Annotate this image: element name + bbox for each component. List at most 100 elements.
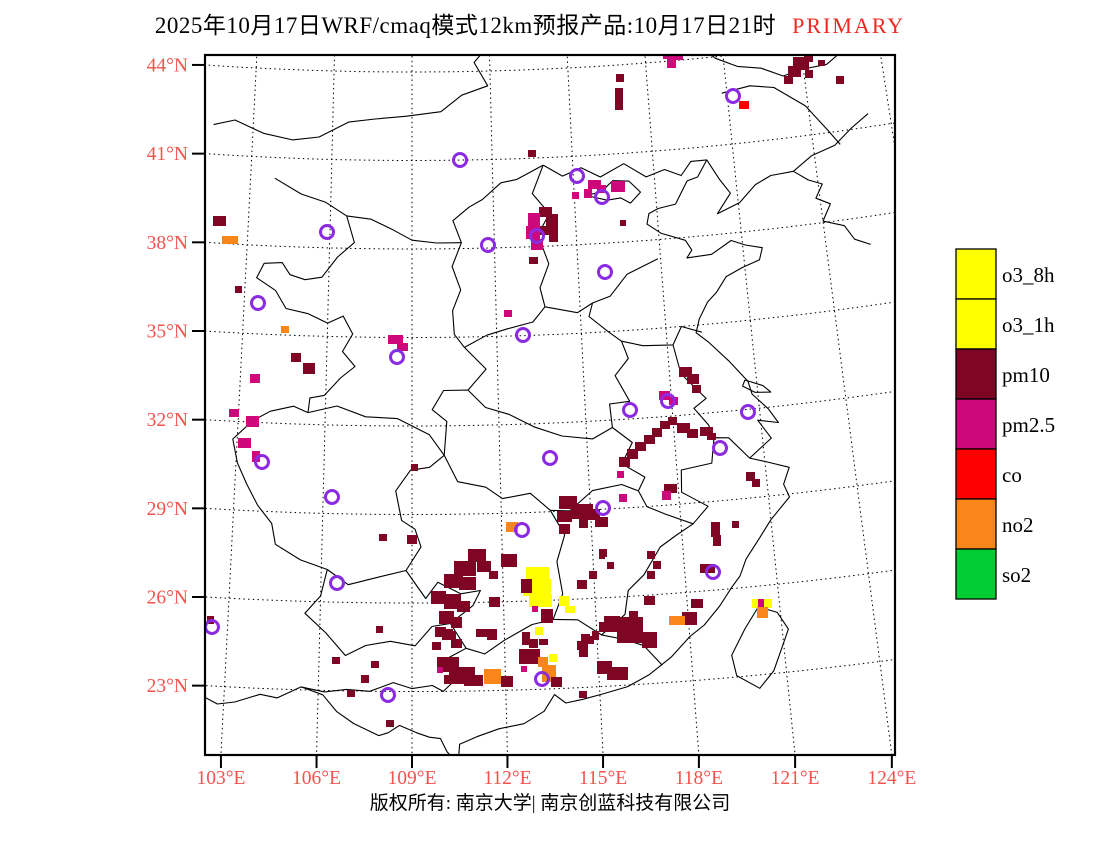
- pollutant-cell-pm25: [758, 599, 764, 608]
- pollutant-cell-pm25: [238, 438, 251, 448]
- pollutant-cell-pm10: [291, 353, 301, 362]
- pollutant-cell-pm10: [752, 479, 760, 487]
- city-marker: [319, 224, 335, 240]
- pollutant-cell-pm10: [617, 617, 643, 643]
- pollutant-cell-pm10: [386, 720, 394, 727]
- pollutant-cell-pm10: [647, 571, 655, 579]
- legend-swatch-no2: [955, 498, 997, 550]
- pollutant-cell-pm10: [818, 60, 825, 66]
- pollutant-cell-no2: [222, 236, 238, 244]
- longitude-gridline: [644, 55, 700, 755]
- pollutant-cell-o3_1h: [535, 627, 543, 635]
- boundary-line: [346, 215, 462, 244]
- pollutant-cell-pm10: [501, 676, 513, 687]
- boundary-line: [451, 164, 550, 348]
- pollutant-cell-pm10: [629, 611, 638, 619]
- lat-tick-label: 26°N: [147, 587, 188, 608]
- pollutant-cell-pm25: [617, 471, 624, 478]
- pollutant-cell-pm10: [457, 601, 470, 612]
- city-marker: [622, 402, 638, 418]
- pollutant-cell-pm10: [451, 639, 462, 648]
- pollutant-cell-pm10: [454, 561, 476, 576]
- pollutant-cell-pm10: [668, 417, 677, 425]
- lon-tick-label: 109°E: [388, 768, 437, 789]
- axis-labels: 44°N 41°N 38°N 35°N 32°N 29°N 26°N 23°N 103°E 106…: [147, 55, 917, 789]
- boundary-line: [721, 85, 841, 145]
- pollutant-cell-o3_1h: [752, 599, 758, 608]
- pollutant-cell-pm10: [644, 596, 655, 605]
- pollutant-cell-pm10: [592, 631, 599, 640]
- title-pollutant-tag: PRIMARY: [792, 13, 906, 38]
- pollutant-cell-pm25: [528, 213, 540, 226]
- pollutant-cell-pm10: [691, 599, 703, 608]
- city-marker: [712, 440, 728, 456]
- city-marker: [514, 522, 530, 538]
- pollutant-cell-pm25: [397, 343, 408, 351]
- pollutant-cell-pm10: [439, 611, 454, 624]
- pollutant-cell-o3_8h: [526, 567, 549, 582]
- pollutant-cell-pm10: [627, 449, 638, 459]
- pollutant-cell-pm10: [501, 554, 517, 567]
- pollutant-cell-pm10: [540, 226, 549, 235]
- pollutant-cell-pm10: [549, 230, 558, 242]
- longitude-gridline: [220, 55, 258, 755]
- pollutant-cell-pm25: [619, 494, 627, 502]
- boundary-line: [405, 570, 481, 624]
- map-frame: [203, 53, 897, 757]
- pollutant-cell-pm10: [677, 423, 690, 433]
- boundary-line: [588, 258, 702, 347]
- pollutant-cell-pm10: [213, 216, 226, 226]
- pollutant-cell-pm10: [332, 657, 340, 664]
- lon-tick-label: 112°E: [483, 768, 531, 789]
- pollutant-cell-pm25: [229, 409, 239, 417]
- pollutant-cell-pm10: [477, 561, 491, 572]
- pollutant-cell-pm10: [607, 667, 628, 680]
- city-marker: [324, 489, 340, 505]
- pollutant-cell-no2: [484, 669, 501, 684]
- pollutant-cell-pm10: [539, 639, 548, 645]
- lon-tick-label: 124°E: [867, 768, 916, 789]
- lon-tick-label: 106°E: [292, 768, 341, 789]
- lon-tick-label: 118°E: [675, 768, 723, 789]
- pollutant-cell-pm25: [584, 189, 592, 198]
- boundary-line: [742, 379, 772, 393]
- pollutant-cell-pm10: [579, 519, 588, 528]
- pollutant-cell-pm25: [521, 666, 527, 672]
- legend-swatch-pm2.5: [955, 398, 997, 450]
- latitude-gridline: [205, 390, 895, 427]
- pollutant-cell-pm10: [616, 74, 624, 82]
- lon-tick-label: 115°E: [579, 768, 627, 789]
- pollutant-cell-pm25: [250, 374, 260, 383]
- pollutant-cell-pm10: [347, 690, 355, 697]
- latitude-gridline: [205, 301, 895, 339]
- pollutant-cell-pm10: [557, 511, 572, 522]
- pollutant-cell-pm10: [599, 622, 607, 632]
- longitude-gridline: [489, 55, 508, 755]
- pollutant-cells: [207, 55, 844, 727]
- pollutant-cell-no2: [281, 326, 289, 333]
- legend-swatch-co: [955, 448, 997, 500]
- pollutant-cell-pm10: [577, 641, 588, 650]
- pollutant-cell-pm10: [805, 70, 813, 78]
- pollutant-cell-pm10: [711, 522, 720, 537]
- pollutant-cell-pm10: [432, 642, 441, 650]
- pollutant-cell-pm10: [635, 442, 646, 451]
- pollutant-cell-pm10: [619, 457, 630, 467]
- boundary-line: [307, 405, 445, 456]
- city-marker: [542, 450, 558, 466]
- copyright: 版权所有: 南京大学| 南京创蓝科技有限公司: [369, 793, 731, 814]
- boundary-line: [213, 55, 489, 141]
- city-marker: [380, 687, 396, 703]
- pollutant-cell-pm25: [531, 239, 543, 250]
- boundary-line: [793, 113, 869, 172]
- pollutant-cell-pm10: [788, 66, 801, 77]
- lat-tick-label: 23°N: [147, 676, 188, 697]
- pollutant-cell-pm10: [529, 639, 538, 648]
- pollutant-cell-pm25: [504, 310, 512, 317]
- city-marker: [452, 152, 468, 168]
- pollutant-cell-pm10: [595, 517, 608, 527]
- pollutant-cell-pm10: [487, 629, 497, 640]
- pollutant-cell-pm10: [682, 612, 697, 625]
- pollutant-cell-pm25: [662, 491, 671, 500]
- pollutant-cell-pm10: [489, 597, 500, 607]
